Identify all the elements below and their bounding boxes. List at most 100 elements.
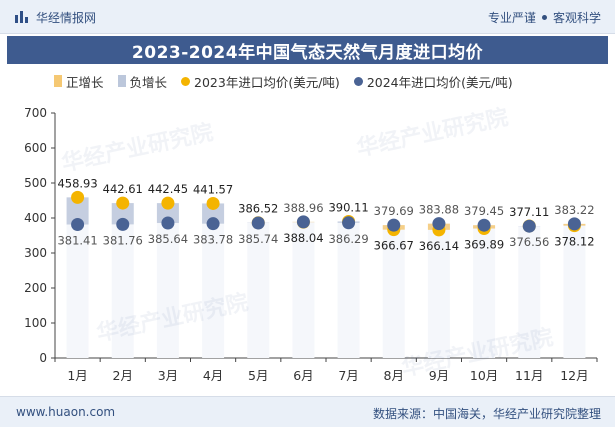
y-tick-label: 0 <box>39 351 47 365</box>
x-tick-label: 1月 <box>67 368 87 383</box>
legend-swatch-positive <box>54 75 62 87</box>
data-label-2023: 377.11 <box>509 205 549 219</box>
growth-bar-background <box>563 223 586 358</box>
growth-bar-negative <box>156 203 179 224</box>
point-2023 <box>161 196 175 210</box>
point-2024 <box>296 215 310 229</box>
data-label-2024: 385.64 <box>148 232 188 246</box>
growth-bar-background <box>247 222 270 358</box>
y-tick-label: 300 <box>24 246 47 260</box>
growth-bar-background <box>111 203 134 358</box>
point-2024 <box>161 216 175 230</box>
data-label-2024: 379.45 <box>464 204 504 218</box>
legend-label-negative: 负增长 <box>129 74 168 90</box>
x-tick-label: 4月 <box>203 368 223 383</box>
data-label-2023: 442.61 <box>103 182 143 196</box>
slogan-left: 专业严谨 <box>487 11 536 25</box>
x-tick-label: 6月 <box>293 368 313 383</box>
data-label-2023: 369.89 <box>464 238 504 252</box>
footer: www.huaon.com 数据来源：中国海关，华经产业研究院整理 <box>0 396 615 427</box>
point-2024 <box>432 217 446 231</box>
point-2024 <box>116 217 130 231</box>
data-label-2024: 388.96 <box>283 201 323 215</box>
data-label-2024: 381.76 <box>103 233 143 247</box>
growth-bar-background <box>473 225 496 358</box>
point-2024 <box>206 217 220 231</box>
point-2023 <box>206 196 220 210</box>
separator-dot-icon <box>541 15 547 20</box>
footer-source: 数据来源：中国海关，华经产业研究院整理 <box>372 407 601 421</box>
chart-title: 2023-2024年中国气态天然气月度进口均价 <box>7 36 608 64</box>
data-label-2024: 379.69 <box>374 204 414 218</box>
data-label-2024: 383.22 <box>554 203 594 217</box>
x-tick-label: 10月 <box>470 368 498 383</box>
data-label-2023: 366.67 <box>374 239 414 253</box>
slogan: 专业严谨 客观科学 <box>488 9 601 26</box>
legend-swatch-2023 <box>181 76 191 86</box>
growth-bar-background <box>427 223 450 358</box>
data-label-2024: 383.78 <box>193 233 233 247</box>
point-2024 <box>251 216 265 230</box>
brand-name: 华经情报网 <box>36 10 97 25</box>
data-label-2024: 383.88 <box>419 203 459 217</box>
legend-label-2023: 2023年进口均价(美元/吨) <box>194 74 340 90</box>
x-tick-label: 2月 <box>113 368 133 383</box>
chart-legend: 正增长 负增长 2023年进口均价(美元/吨) 2024年进口均价(美元/吨) <box>54 72 513 90</box>
data-label-2023: 386.52 <box>238 202 278 216</box>
growth-bar-background <box>518 226 541 358</box>
legend-item-negative: 负增长 <box>117 72 168 91</box>
data-label-2023: 388.04 <box>283 231 323 245</box>
footer-url: www.huaon.com <box>16 405 116 419</box>
data-label-2023: 441.57 <box>193 182 233 196</box>
growth-bar-negative <box>66 197 89 225</box>
point-2024 <box>567 217 581 231</box>
x-tick-label: 7月 <box>338 368 358 383</box>
legend-item-2023: 2023年进口均价(美元/吨) <box>181 72 340 91</box>
point-2023 <box>71 190 85 204</box>
data-label-2023: 442.45 <box>148 182 188 196</box>
legend-item-positive: 正增长 <box>54 72 104 91</box>
growth-bar-negative <box>202 203 225 224</box>
point-2024 <box>342 216 356 230</box>
legend-item-2024: 2024年进口均价(美元/吨) <box>353 72 513 91</box>
legend-label-positive: 正增长 <box>66 74 104 90</box>
data-label-2024: 381.41 <box>57 234 97 248</box>
bar-chart-logo-icon <box>14 9 30 25</box>
x-tick-label: 5月 <box>248 368 268 383</box>
y-tick-label: 200 <box>24 281 47 295</box>
x-tick-label: 9月 <box>429 368 449 383</box>
data-label-2023: 366.14 <box>419 239 459 253</box>
data-label-2023: 378.12 <box>554 235 594 249</box>
x-tick-label: 11月 <box>515 368 543 383</box>
growth-bar-background <box>382 225 405 358</box>
data-label-2024: 385.74 <box>238 232 278 246</box>
x-tick-label: 3月 <box>158 368 178 383</box>
slogan-right: 客观科学 <box>552 11 601 25</box>
legend-swatch-2024 <box>353 76 363 86</box>
data-label-2023: 390.11 <box>328 200 368 214</box>
point-2024 <box>387 218 401 232</box>
data-label-2024: 376.56 <box>509 235 549 249</box>
y-tick-label: 500 <box>24 176 47 190</box>
point-2024 <box>522 219 536 233</box>
legend-label-2024: 2024年进口均价(美元/吨) <box>366 74 513 90</box>
chart-canvas: 0 100 200 300 400 500 600 700 1月 2月 3月 4月 5月 6月 7月 8月 9月… <box>24 106 598 383</box>
data-label-2024: 386.29 <box>328 232 368 246</box>
top-bar: 华经情报网 专业严谨 客观科学 <box>0 0 615 34</box>
x-tick-label: 12月 <box>560 368 588 383</box>
growth-bar-background <box>292 221 315 358</box>
growth-bar-background <box>202 203 225 358</box>
y-tick-label: 700 <box>24 106 47 120</box>
x-tick-label: 8月 <box>384 368 404 383</box>
growth-bar-background <box>66 197 89 358</box>
point-2023 <box>116 196 130 210</box>
point-2024 <box>477 218 491 232</box>
y-tick-label: 100 <box>24 316 47 330</box>
brand: 华经情报网 <box>14 8 96 26</box>
y-tick-label: 400 <box>24 211 47 225</box>
growth-bar-background <box>337 221 360 358</box>
point-2024 <box>71 218 85 232</box>
growth-bar-negative <box>111 203 134 225</box>
y-tick-label: 600 <box>24 141 47 155</box>
data-label-2023: 458.93 <box>57 176 97 190</box>
